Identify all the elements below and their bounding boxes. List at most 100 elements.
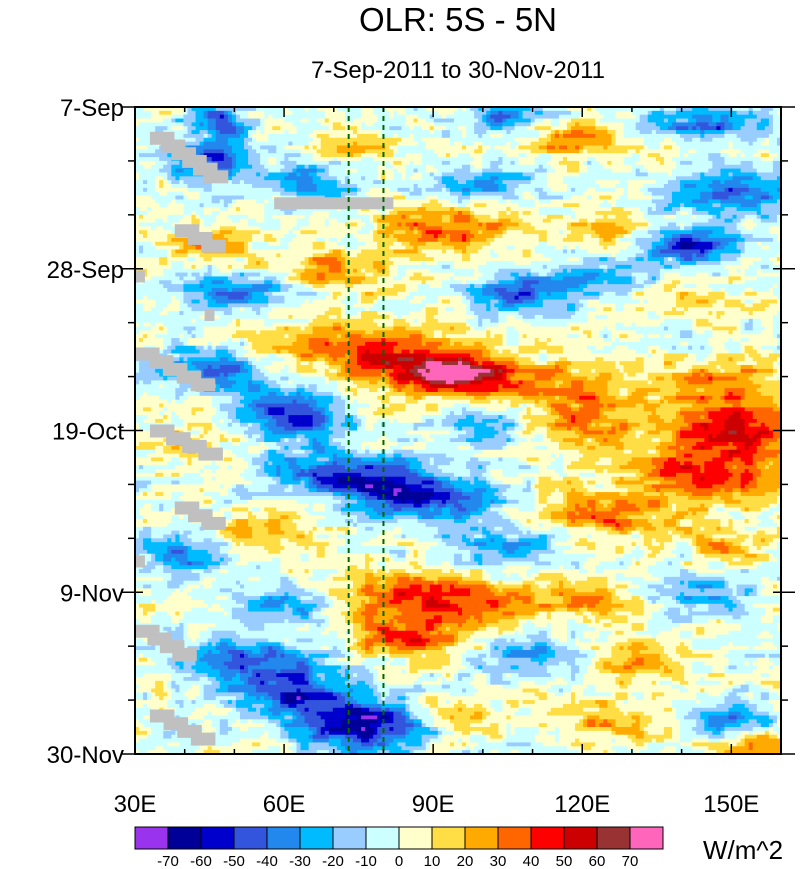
heatmap-cell [442,149,447,153]
heatmap-cell [292,146,297,150]
heatmap-cell [595,119,600,123]
heatmap-cell [749,157,754,161]
heatmap-cell [155,115,160,119]
heatmap-cell [175,130,180,134]
heatmap-cell [696,146,701,150]
heatmap-cell [143,146,148,150]
heatmap-cell [212,115,217,119]
heatmap-cell [486,130,491,134]
heatmap-cell [519,122,524,126]
heatmap-cell [301,134,306,138]
heatmap-cell [309,146,314,150]
heatmap-cell [567,134,572,138]
heatmap-cell [519,111,524,115]
heatmap-cell [393,126,398,130]
heatmap-cell [583,142,588,146]
heatmap-cell [252,122,257,126]
heatmap-cell [422,146,427,150]
heatmap-cell [676,161,681,165]
heatmap-cell [450,142,455,146]
heatmap-cell [474,153,479,157]
heatmap-cell [155,157,160,161]
heatmap-cell [773,119,778,123]
heatmap-cell [571,126,576,130]
heatmap-cell [708,122,713,126]
heatmap-cell [236,115,241,119]
heatmap-cell [385,119,390,123]
heatmap-cell [256,138,261,142]
heatmap-cell [490,142,495,146]
heatmap-cell [543,111,548,115]
heatmap-cell [450,165,455,169]
heatmap-cell [325,146,330,150]
heatmap-cell [361,134,366,138]
heatmap-cell [410,161,415,165]
heatmap-cell [349,149,354,153]
heatmap-cell [498,146,503,150]
heatmap-cell [301,165,306,169]
heatmap-cell [410,111,415,115]
heatmap-cell [325,161,330,165]
heatmap-cell [733,161,738,165]
heatmap-cell [393,134,398,138]
heatmap-cell [636,126,641,130]
heatmap-cell [587,138,592,142]
heatmap-cell [321,111,326,115]
heatmap-cell [276,119,281,123]
heatmap-cell [753,138,758,142]
heatmap-cell [579,153,584,157]
heatmap-cell [478,134,483,138]
heatmap-cell [502,161,507,165]
heatmap-cell [733,119,738,123]
heatmap-cell [720,122,725,126]
heatmap-cell [256,157,261,161]
heatmap-cell [765,126,770,130]
heatmap-cell [426,134,431,138]
heatmap-cell [761,149,766,153]
heatmap-cell [385,126,390,130]
heatmap-cell [543,146,548,150]
heatmap-cell [591,115,596,119]
heatmap-cell [466,153,471,157]
heatmap-cell [365,111,370,115]
heatmap-cell [418,130,423,134]
heatmap-cell [648,115,653,119]
heatmap-cell [196,130,201,134]
heatmap-cell [648,111,653,115]
heatmap-cell [684,138,689,142]
heatmap-cell [430,134,435,138]
heatmap-cell [745,142,750,146]
heatmap-cell [498,165,503,169]
heatmap-cell [244,122,249,126]
heatmap-cell [531,130,536,134]
heatmap-cell [377,142,382,146]
heatmap-cell [519,153,524,157]
heatmap-cell [192,111,197,115]
heatmap-cell [292,130,297,134]
heatmap-cell [773,126,778,130]
heatmap-cell [163,111,168,115]
heatmap-cell [397,126,402,130]
heatmap-cell [708,119,713,123]
heatmap-cell [724,161,729,165]
heatmap-cell [704,146,709,150]
heatmap-cell [490,161,495,165]
heatmap-cell [458,111,463,115]
heatmap-cell [297,111,302,115]
heatmap-cell [183,119,188,123]
heatmap-cell [236,111,241,115]
heatmap-cell [272,149,277,153]
heatmap-cell [313,115,318,119]
heatmap-cell [615,149,620,153]
heatmap-cell [615,146,620,150]
heatmap-cell [224,111,229,115]
heatmap-cell [652,157,657,161]
heatmap-cell [510,130,515,134]
heatmap-cell [414,115,419,119]
heatmap-cell [559,138,564,142]
heatmap-cell [317,115,322,119]
heatmap-cell [260,142,265,146]
heatmap-cell [317,122,322,126]
heatmap-cell [628,161,633,165]
heatmap-cell [450,149,455,153]
